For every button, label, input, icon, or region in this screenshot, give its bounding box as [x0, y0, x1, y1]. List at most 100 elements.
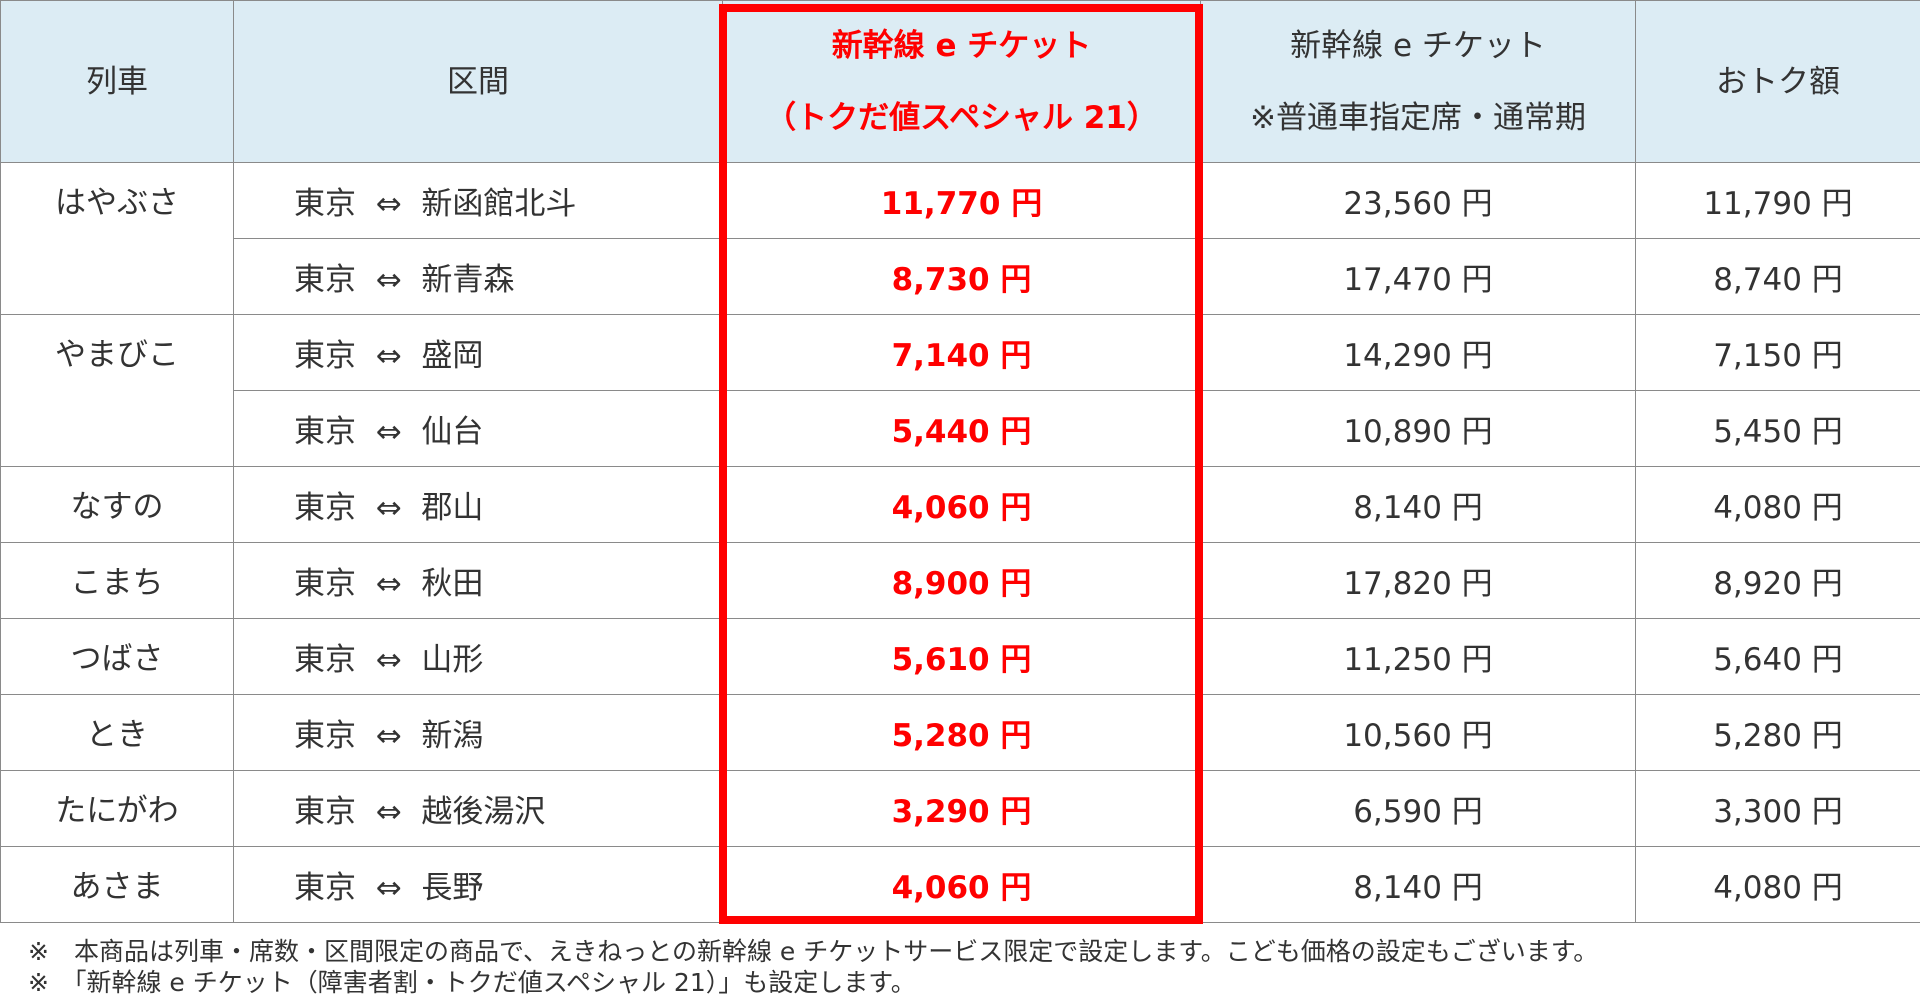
- normal-price: 8,140 円: [1200, 846, 1636, 923]
- price: 3,290 円: [722, 770, 1201, 847]
- price: 8,900 円: [722, 542, 1201, 619]
- route: 東京 ⇔ 仙台: [233, 390, 723, 467]
- row: はやぶさ 東京 ⇔ 新函館北斗 11,770 円 23,560 円 11,790 円: [0, 162, 1920, 315]
- row: とき 東京 ⇔ 新潟 5,280 円 10,560 円 5,280 円: [0, 694, 1920, 771]
- from: 東京: [294, 566, 356, 602]
- normal-price: 6,590 円: [1200, 770, 1636, 847]
- saving: 8,920 円: [1635, 542, 1920, 619]
- route: 東京 ⇔ 新潟: [233, 694, 723, 771]
- from: 東京: [294, 186, 356, 222]
- saving: 7,150 円: [1635, 314, 1920, 391]
- from: 東京: [294, 718, 356, 754]
- route: 東京 ⇔ 新函館北斗: [233, 162, 723, 239]
- arrow: ⇔: [375, 870, 402, 906]
- price: 4,060 円: [722, 846, 1201, 923]
- route: 東京 ⇔ 郡山: [233, 466, 723, 543]
- normal-price: 10,560 円: [1200, 694, 1636, 771]
- arrow: ⇔: [375, 794, 402, 830]
- from: 東京: [294, 262, 356, 298]
- header-line: 新幹線 e チケット: [1290, 27, 1546, 64]
- header-line: 新幹線 e チケット: [831, 27, 1092, 64]
- route: 東京 ⇔ 山形: [233, 618, 723, 695]
- saving: 5,640 円: [1635, 618, 1920, 695]
- to: 秋田: [421, 566, 484, 602]
- fare-table: 列車 区間 新幹線 e チケット （トクだ値スペシャル 21） 新幹線 e チケッ…: [0, 0, 1920, 923]
- to: 盛岡: [421, 338, 484, 374]
- arrow: ⇔: [375, 262, 402, 298]
- train: なすの: [0, 466, 234, 543]
- train: あさま: [0, 846, 234, 923]
- to: 新潟: [421, 718, 484, 754]
- route: 東京 ⇔ 新青森: [233, 238, 723, 315]
- route: 東京 ⇔ 秋田: [233, 542, 723, 619]
- route: 東京 ⇔ 長野: [233, 846, 723, 923]
- note: ※ 「新幹線 e チケット（障害者割・トクだ値スペシャル 21）」も設定します。: [28, 968, 916, 995]
- normal-price: 11,250 円: [1200, 618, 1636, 695]
- arrow: ⇔: [375, 718, 402, 754]
- to: 山形: [421, 642, 484, 678]
- saving: 4,080 円: [1635, 466, 1920, 543]
- from: 東京: [294, 414, 356, 450]
- to: 仙台: [421, 414, 484, 450]
- row: たにがわ 東京 ⇔ 越後湯沢 3,290 円 6,590 円 3,300 円: [0, 770, 1920, 847]
- train: つばさ: [0, 618, 234, 695]
- normal-price: 14,290 円: [1200, 314, 1636, 391]
- saving: 8,740 円: [1635, 238, 1920, 315]
- header-line: ※普通車指定席・通常期: [1250, 99, 1586, 136]
- normal-price: 10,890 円: [1200, 390, 1636, 467]
- route: 東京 ⇔ 越後湯沢: [233, 770, 723, 847]
- row: 東京 ⇔ 仙台 5,440 円 10,890 円 5,450 円: [1, 390, 1920, 467]
- table-body: はやぶさ 東京 ⇔ 新函館北斗 11,770 円 23,560 円 11,790 円東京…: [0, 162, 1920, 923]
- saving: 3,300 円: [1635, 770, 1920, 847]
- saving: 4,080 円: [1635, 846, 1920, 923]
- to: 郡山: [421, 490, 484, 526]
- row: やまびこ 東京 ⇔ 盛岡 7,140 円 14,290 円 7,150 円: [0, 314, 1920, 467]
- saving: 5,450 円: [1635, 390, 1920, 467]
- from: 東京: [294, 642, 356, 678]
- header: 列車: [0, 0, 234, 163]
- header: 区間: [233, 0, 723, 163]
- price: 5,280 円: [722, 694, 1201, 771]
- arrow: ⇔: [375, 338, 402, 374]
- from: 東京: [294, 794, 356, 830]
- from: 東京: [294, 870, 356, 906]
- normal-price: 17,470 円: [1200, 238, 1636, 315]
- to: 新函館北斗: [421, 186, 577, 222]
- to: 越後湯沢: [421, 794, 546, 830]
- arrow: ⇔: [375, 414, 402, 450]
- train: やまびこ: [0, 314, 234, 467]
- train: とき: [0, 694, 234, 771]
- from: 東京: [294, 338, 356, 374]
- normal-price: 23,560 円: [1200, 162, 1636, 239]
- price: 7,140 円: [722, 314, 1201, 391]
- route: 東京 ⇔ 盛岡: [233, 314, 723, 391]
- row: あさま 東京 ⇔ 長野 4,060 円 8,140 円 4,080 円: [0, 846, 1920, 923]
- header: おトク額: [1635, 0, 1920, 163]
- price: 5,440 円: [722, 390, 1201, 467]
- train: こまち: [0, 542, 234, 619]
- to: 新青森: [421, 262, 515, 298]
- header-line: （トクだ値スペシャル 21）: [765, 99, 1158, 136]
- header: 新幹線 e チケット （トクだ値スペシャル 21）: [722, 0, 1201, 163]
- normal-price: 8,140 円: [1200, 466, 1636, 543]
- row: 東京 ⇔ 新青森 8,730 円 17,470 円 8,740 円: [1, 238, 1920, 315]
- price: 5,610 円: [722, 618, 1201, 695]
- header: 新幹線 e チケット ※普通車指定席・通常期: [1200, 0, 1636, 163]
- price: 4,060 円: [722, 466, 1201, 543]
- to: 長野: [421, 870, 484, 906]
- arrow: ⇔: [375, 186, 402, 222]
- arrow: ⇔: [375, 642, 402, 678]
- from: 東京: [294, 490, 356, 526]
- normal-price: 17,820 円: [1200, 542, 1636, 619]
- arrow: ⇔: [375, 490, 402, 526]
- arrow: ⇔: [375, 566, 402, 602]
- train: たにがわ: [0, 770, 234, 847]
- saving: 5,280 円: [1635, 694, 1920, 771]
- train: はやぶさ: [0, 162, 234, 315]
- highlight-box: [719, 4, 1203, 924]
- row: つばさ 東京 ⇔ 山形 5,610 円 11,250 円 5,640 円: [0, 618, 1920, 695]
- row: なすの 東京 ⇔ 郡山 4,060 円 8,140 円 4,080 円: [0, 466, 1920, 543]
- saving: 11,790 円: [1635, 162, 1920, 239]
- note: ※ 本商品は列車・席数・区間限定の商品で、えきねっとの新幹線 e チケットサービ…: [28, 937, 1599, 966]
